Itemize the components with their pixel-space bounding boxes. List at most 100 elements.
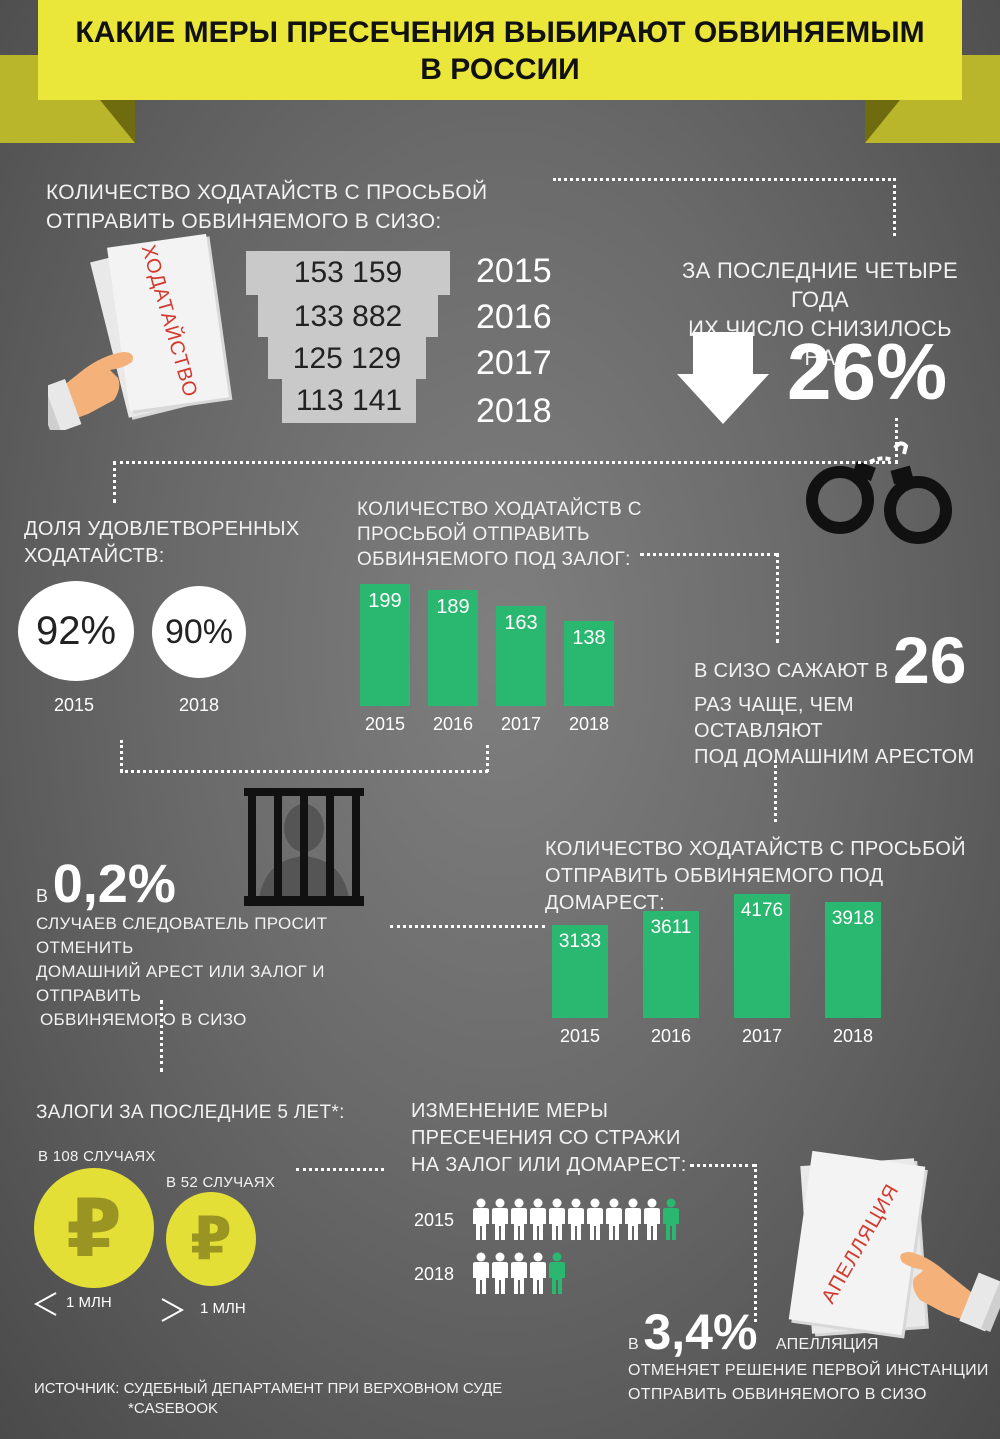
house-arrest-chart: 3133 2015 3611 2016 4176 2017 3918 2018: [552, 880, 902, 1048]
cancel-block: В 0,2% СЛУЧАЕВ СЛЕДОВАТЕЛЬ ПРОСИТ ОТМЕНИ…: [36, 856, 416, 1032]
bail-value-2018: 138: [572, 627, 606, 649]
cancel-line-3: ОБВИНЯЕМОГО В СИЗО: [40, 1010, 247, 1029]
person-icon: [511, 1198, 527, 1240]
person-icon: [530, 1252, 546, 1294]
source-line-2: *CASEBOOK: [128, 1400, 219, 1417]
decline-label: ЗА ПОСЛЕДНИЕ ЧЕТЫРЕ ГОДА ИХ ЧИСЛО СНИЗИЛ…: [670, 256, 970, 372]
sizo-label-line-2: ОТПРАВИТЬ ОБВИНЯЕМОГО В СИЗО:: [46, 210, 442, 233]
house-arrest-value-2015: 3133: [558, 931, 602, 952]
house-arrest-year-2015: 2015: [559, 1026, 601, 1046]
pledges-right-compare: 1 МЛН: [200, 1300, 246, 1317]
decline-label-line-1: ЗА ПОСЛЕДНИЕ ЧЕТЫРЕ ГОДА: [682, 258, 958, 312]
bail-chart: 199 2015 189 2016 163 2017 138 2018: [360, 580, 630, 740]
person-icon: [473, 1198, 489, 1240]
appeal-line-2: ОТМЕНЯЕТ РЕШЕНИЕ ПЕРВОЙ ИНСТАНЦИИ: [628, 1362, 989, 1379]
bail-year-2017: 2017: [500, 714, 542, 734]
bail-year-2015: 2015: [364, 714, 406, 734]
connector-change-down: [754, 1164, 757, 1322]
handcuffs-icon: [806, 441, 952, 544]
connector-ratio-down: [774, 760, 777, 822]
house-arrest-value-2017: 4176: [740, 900, 784, 921]
sizo-value-2018: 113 141: [295, 384, 403, 417]
person-icon: [511, 1252, 527, 1294]
greater-than-icon: [161, 1298, 184, 1322]
down-arrow-icon: [677, 332, 769, 424]
sizo-value-2015: 153 159: [293, 256, 403, 289]
connector-middle-up: [895, 418, 898, 463]
appeal-line-3: ОТПРАВИТЬ ОБВИНЯЕМОГО В СИЗО: [628, 1386, 927, 1403]
sizo-value-2016: 133 882: [293, 300, 403, 333]
ruble-icon: ₽: [190, 1205, 232, 1272]
people-row-2015: [472, 1198, 680, 1246]
pledges-left-compare: 1 МЛН: [66, 1294, 112, 1311]
cancel-value: 0,2%: [52, 854, 176, 914]
banner-fold-shadow-left: [100, 100, 135, 143]
connector-cancel: [390, 925, 545, 928]
house-arrest-bar-2016: 3611: [643, 911, 699, 1018]
change-label-line-2: ПРЕСЕЧЕНИЯ СО СТРАЖИ: [411, 1127, 681, 1149]
bail-bar-2018: 138: [564, 621, 614, 706]
cancel-line-1: СЛУЧАЕВ СЛЕДОВАТЕЛЬ ПРОСИТ ОТМЕНИТЬ: [36, 914, 328, 957]
ruble-icon: ₽: [66, 1183, 122, 1273]
connector-top-down: [893, 178, 896, 236]
ratio-prefix: В СИЗО САЖАЮТ В: [694, 660, 889, 682]
share-label-line-2: ХОДАТАЙСТВ:: [24, 545, 165, 567]
share-label: ДОЛЯ УДОВЛЕТВОРЕННЫХ ХОДАТАЙСТВ:: [24, 516, 300, 570]
share-label-line-1: ДОЛЯ УДОВЛЕТВОРЕННЫХ: [24, 518, 300, 540]
person-icon: [663, 1198, 679, 1240]
connector-middle-down: [113, 461, 116, 503]
sizo-row-2018: 113 141: [282, 379, 416, 423]
sizo-year-2017: 2017: [476, 344, 552, 382]
cancel-prefix: В: [36, 886, 49, 906]
share-value-2018: 90%: [164, 612, 234, 651]
bail-year-2016: 2016: [432, 714, 474, 734]
ruble-coin-small: ₽: [166, 1192, 256, 1286]
person-icon: [492, 1198, 508, 1240]
share-circle-2015: 92%: [18, 581, 134, 681]
page-title: КАКИЕ МЕРЫ ПРЕСЕЧЕНИЯ ВЫБИРАЮТ ОБВИНЯЕМЫ…: [38, 0, 962, 100]
hand-icon-right: [900, 1252, 1000, 1333]
bail-value-2017: 163: [504, 612, 538, 634]
ratio-block: В СИЗО САЖАЮТ В 26 РАЗ ЧАЩЕ, ЧЕМ ОСТАВЛЯ…: [694, 627, 984, 770]
connector-share-right: [486, 745, 489, 772]
person-icon: [644, 1198, 660, 1240]
house-arrest-label-line-1: КОЛИЧЕСТВО ХОДАТАЙСТВ С ПРОСЬБОЙ: [545, 838, 966, 860]
less-than-icon: [34, 1292, 57, 1316]
person-icon: [549, 1198, 565, 1240]
sizo-label: КОЛИЧЕСТВО ХОДАТАЙСТВ С ПРОСЬБОЙ ОТПРАВИ…: [46, 178, 487, 236]
person-icon: [492, 1252, 508, 1294]
ratio-line-3: ПОД ДОМАШНИМ АРЕСТОМ: [694, 746, 975, 768]
prisoner-behind-bars-icon: [244, 788, 364, 906]
house-arrest-bar-2018: 3918: [825, 902, 881, 1018]
sizo-year-2015: 2015: [476, 252, 552, 290]
appeal-block: В 3,4% АПЕЛЛЯЦИЯ ОТМЕНЯЕТ РЕШЕНИЕ ПЕРВОЙ…: [628, 1306, 1000, 1407]
connector-share-left: [120, 740, 123, 772]
change-label-line-3: НА ЗАЛОГ ИЛИ ДОМАРЕСТ:: [411, 1154, 687, 1176]
pledges-label: ЗАЛОГИ ЗА ПОСЛЕДНИЕ 5 ЛЕТ*:: [36, 1102, 345, 1123]
person-icon: [568, 1198, 584, 1240]
appeal-word: АПЕЛЛЯЦИЯ: [775, 1336, 879, 1353]
sizo-year-2016: 2016: [476, 298, 552, 336]
ruble-coin-large: ₽: [34, 1168, 154, 1288]
source-line-1: ИСТОЧНИК: СУДЕБНЫЙ ДЕПАРТАМЕНТ ПРИ ВЕРХО…: [34, 1380, 503, 1397]
house-arrest-year-2017: 2017: [741, 1026, 783, 1046]
house-arrest-bar-2015: 3133: [552, 925, 608, 1018]
cancel-line-2: ДОМАШНИЙ АРЕСТ ИЛИ ЗАЛОГ И ОТПРАВИТЬ: [36, 962, 325, 1005]
bail-label: КОЛИЧЕСТВО ХОДАТАЙСТВ С ПРОСЬБОЙ ОТПРАВИ…: [357, 497, 642, 572]
appeal-value: 3,4%: [643, 1304, 758, 1360]
bail-bar-2016: 189: [428, 590, 478, 706]
bail-label-line-2: ПРОСЬБОЙ ОТПРАВИТЬ: [357, 524, 590, 545]
person-icon: [473, 1252, 489, 1294]
sizo-label-line-1: КОЛИЧЕСТВО ХОДАТАЙСТВ С ПРОСЬБОЙ: [46, 181, 488, 204]
share-year-2015: 2015: [53, 695, 95, 715]
connector-pledges: [296, 1168, 384, 1171]
change-year-2018: 2018: [414, 1264, 455, 1284]
person-icon: [549, 1252, 565, 1294]
share-value-2015: 92%: [35, 608, 117, 653]
connector-middle: [113, 461, 898, 464]
decline-value: 26%: [787, 327, 948, 416]
people-row-2018: [472, 1252, 566, 1300]
bail-bar-2015: 199: [360, 584, 410, 706]
change-year-2015: 2015: [414, 1210, 455, 1230]
appeal-prefix: В: [628, 1336, 639, 1353]
